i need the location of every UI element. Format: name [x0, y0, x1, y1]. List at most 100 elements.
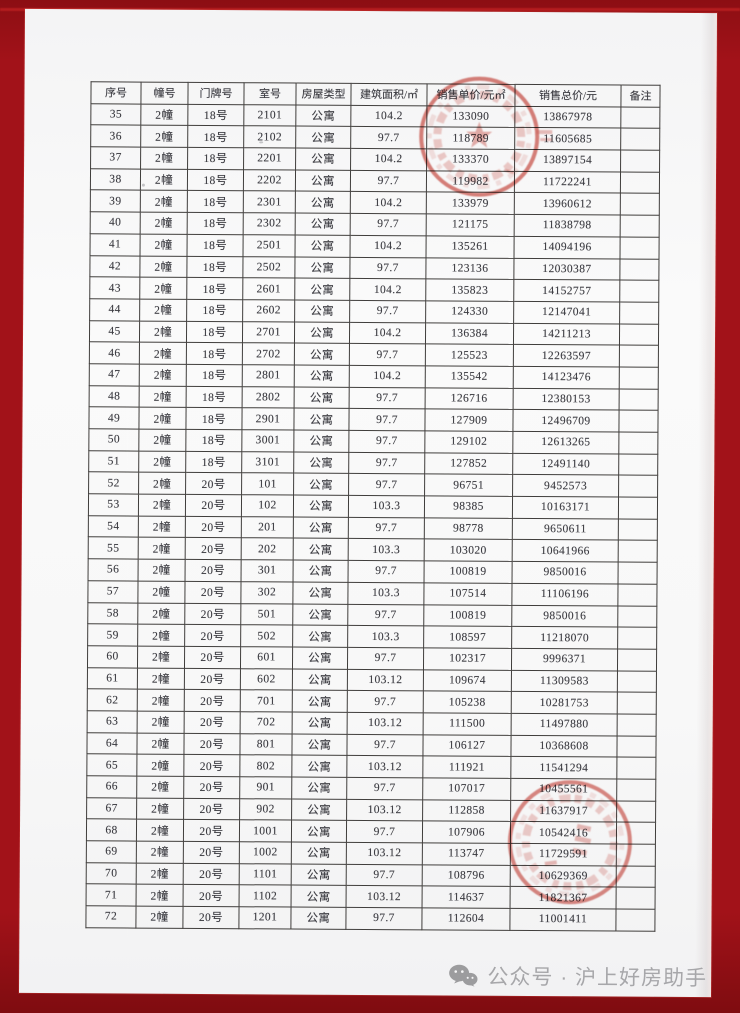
table-cell: [620, 171, 660, 194]
table-cell: 12613265: [512, 431, 619, 454]
table-cell: 97.7: [348, 452, 425, 475]
table-cell: 9650611: [512, 518, 619, 541]
table-cell: 20号: [184, 689, 241, 712]
table-cell: 10542416: [510, 821, 617, 845]
table-cell: 119982: [426, 170, 515, 193]
table-cell: 公寓: [295, 213, 351, 236]
table-cell: 35: [90, 103, 141, 126]
table-cell: 2101: [243, 104, 296, 127]
table-cell: 127909: [424, 409, 514, 432]
table-cell: 104.2: [349, 278, 426, 301]
table-cell: 135823: [425, 279, 514, 302]
table-cell: 97.7: [348, 408, 426, 431]
table-cell: 1102: [239, 885, 292, 908]
table-cell: [616, 822, 656, 845]
table-cell: 97.7: [348, 517, 425, 540]
table-cell: 20号: [184, 602, 241, 625]
table-cell: 10641966: [512, 539, 619, 563]
table-cell: 18号: [186, 342, 243, 365]
table-cell: 20号: [183, 841, 240, 864]
table-cell: 2幢: [136, 797, 184, 820]
table-cell: 公寓: [292, 668, 348, 691]
table-cell: [615, 909, 656, 932]
table-cell: 112604: [421, 907, 511, 931]
table-cell: 103.3: [348, 538, 425, 561]
table-cell: 61: [87, 667, 138, 690]
table-cell: 133979: [426, 192, 515, 215]
table-cell: 9452573: [512, 474, 619, 498]
table-cell: 108597: [423, 626, 512, 649]
table-cell: 97.7: [350, 213, 427, 236]
table-cell: 公寓: [291, 863, 347, 886]
table-cell: 14094196: [514, 236, 621, 259]
table-cell: 114637: [422, 886, 511, 909]
table-row: 72 2幢 20号 1201 公寓 97.7 112604 11001411: [85, 905, 656, 932]
table-cell: 公寓: [291, 798, 347, 821]
table-cell: 20号: [185, 559, 242, 582]
table-cell: 公寓: [294, 299, 350, 322]
table-cell: 111921: [422, 756, 511, 779]
table-cell: 12380153: [513, 388, 620, 411]
table-cell: 501: [240, 603, 293, 626]
table-cell: 18号: [186, 320, 243, 343]
table-cell: 104.2: [350, 235, 427, 258]
table-cell: 18号: [187, 169, 244, 192]
table-cell: 102: [241, 494, 294, 517]
table-cell: 公寓: [295, 126, 351, 149]
table-cell: 12030387: [513, 257, 620, 281]
table-cell: 18号: [185, 407, 243, 430]
table-cell: 2601: [242, 277, 295, 300]
table-cell: 96751: [424, 474, 513, 497]
table-cell: 97.7: [346, 734, 424, 757]
table-cell: 126716: [425, 387, 514, 410]
table-cell: 12263597: [513, 344, 620, 367]
table-cell: 2幢: [139, 364, 187, 387]
table-cell: 20号: [184, 667, 241, 690]
table-cell: 18号: [186, 277, 243, 300]
table-cell: 9996371: [511, 648, 618, 671]
table-cell: 2幢: [140, 190, 188, 213]
table-cell: 47: [89, 363, 140, 386]
table-cell: 107906: [422, 821, 511, 844]
header-remarks: 备注: [620, 85, 661, 107]
table-cell: [616, 735, 657, 758]
table-cell: 18号: [186, 364, 243, 387]
table-cell: 97.7: [347, 690, 424, 713]
table-cell: 38: [90, 168, 141, 191]
table-cell: 97.7: [345, 907, 423, 930]
table-cell: 2幢: [137, 667, 185, 690]
table-cell: 10281753: [511, 691, 618, 714]
table-cell: 20号: [183, 776, 240, 799]
table-cell: 10455561: [510, 778, 617, 801]
table-cell: [620, 150, 660, 173]
table-cell: 18号: [187, 190, 244, 213]
price-table: 序号 幢号 门牌号 室号 房屋类型 建筑面积/㎡ 销售单价/元㎡ 销售总价/元 …: [85, 81, 661, 932]
table-cell: 公寓: [295, 148, 351, 171]
table-cell: 129102: [424, 430, 513, 454]
table-cell: 103.12: [346, 842, 423, 865]
header-area: 建筑面积/㎡: [350, 83, 428, 106]
header-door-no: 门牌号: [187, 82, 245, 105]
table-cell: 135261: [426, 235, 515, 258]
table-cell: 10368608: [510, 735, 618, 758]
table-cell: 公寓: [291, 755, 347, 778]
table-cell: 301: [241, 559, 294, 582]
table-cell: 公寓: [294, 364, 350, 388]
table-cell: 136384: [425, 322, 514, 345]
table-cell: 18号: [186, 255, 244, 278]
table-cell: 113747: [422, 842, 511, 866]
table-cell: 公寓: [292, 625, 348, 648]
table-cell: 公寓: [294, 321, 350, 344]
table-cell: 10629369: [510, 865, 617, 888]
table-cell: 100819: [424, 560, 513, 584]
table-cell: 64: [86, 732, 138, 755]
watermark: 公众号 · 沪上好房助手: [448, 961, 707, 993]
table-cell: 97.7: [349, 387, 426, 410]
table-cell: 68: [86, 819, 137, 842]
table-cell: 公寓: [294, 278, 350, 301]
table-cell: 97.7: [346, 777, 423, 800]
table-cell: 2幢: [136, 776, 184, 799]
table-cell: 2801: [242, 364, 295, 387]
table-cell: 公寓: [294, 386, 350, 409]
table-cell: 106127: [422, 734, 512, 757]
